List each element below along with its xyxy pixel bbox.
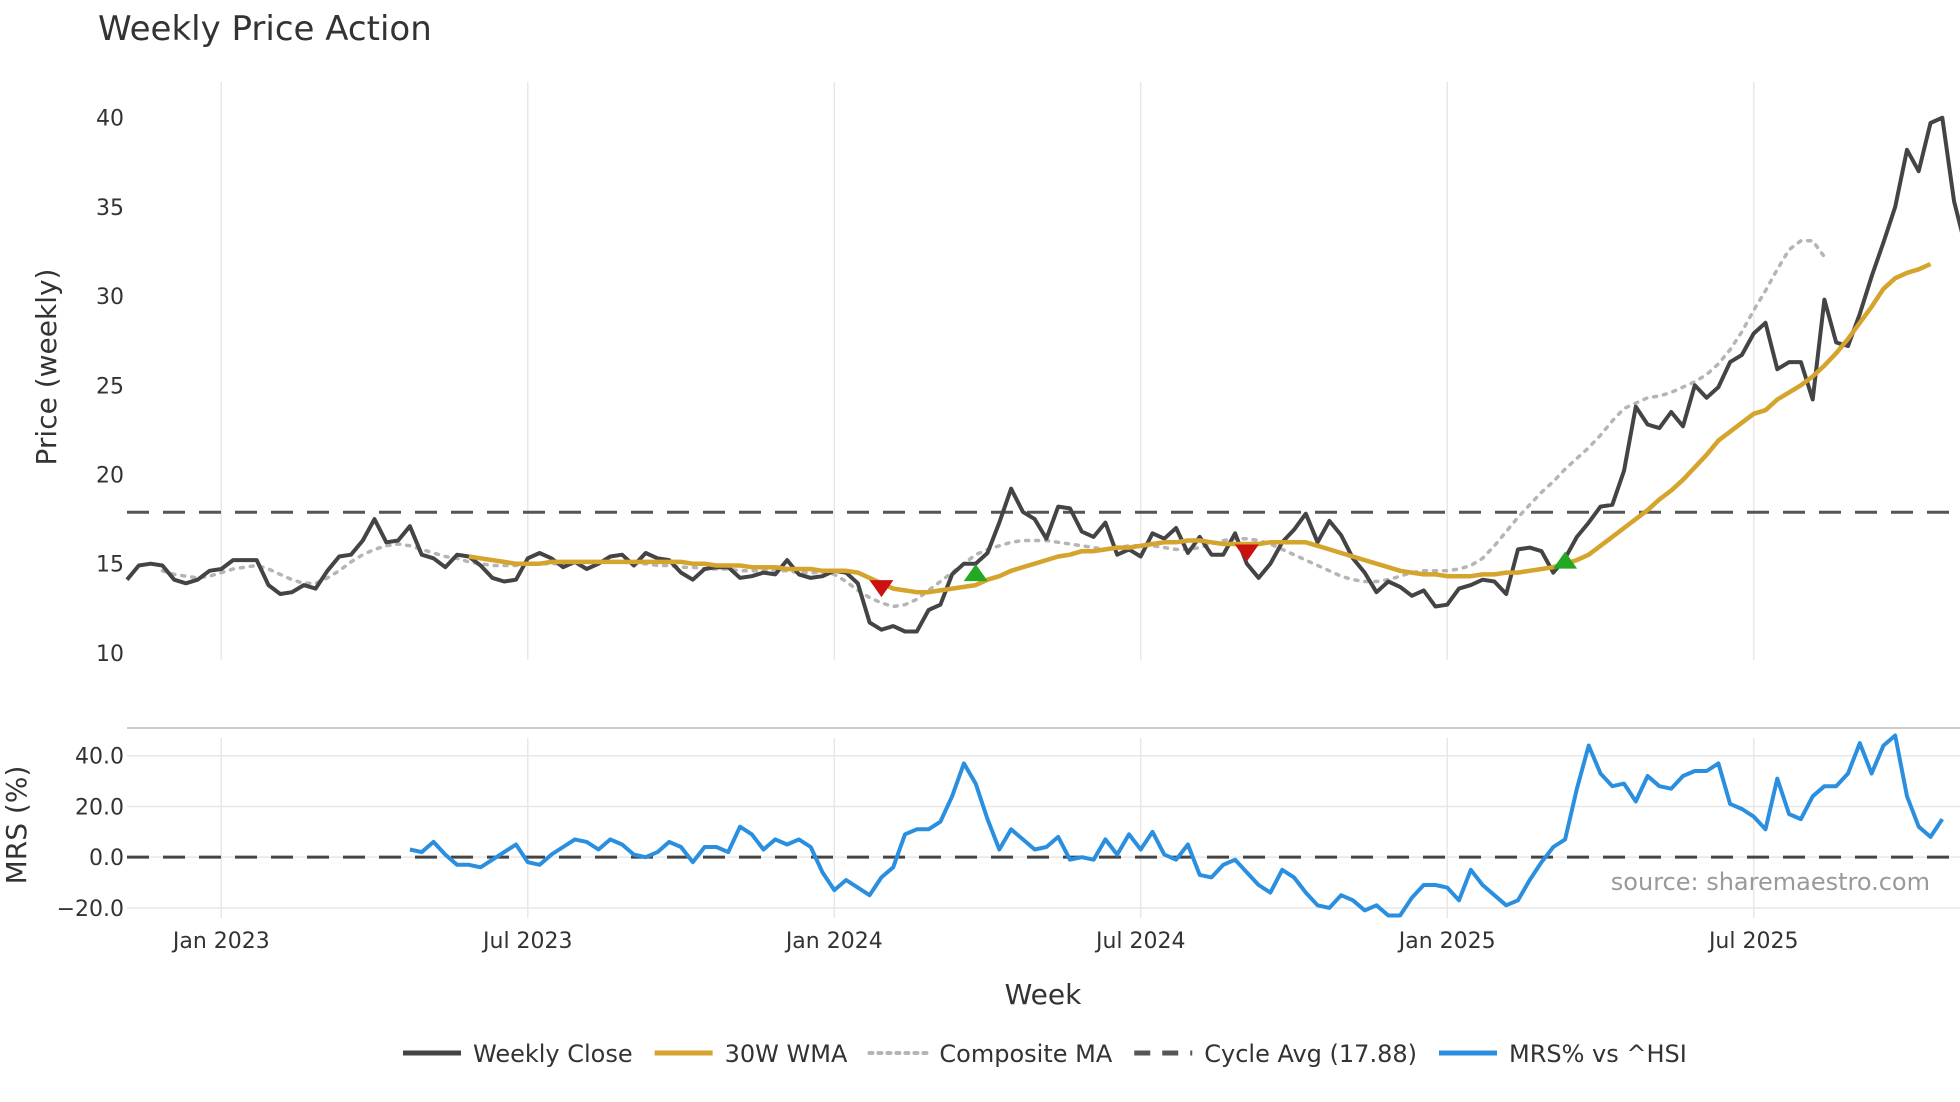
x-tick-label: Jul 2025	[1707, 929, 1799, 954]
mrs-mrs-vs-hsi-line	[409, 733, 1944, 918]
price-y-tick-label: 30	[96, 285, 124, 310]
signal-markers	[869, 544, 1578, 598]
legend-label: Composite MA	[939, 1040, 1112, 1068]
mrs-y-ticks: −20.0 0.0 20.0 40.0	[57, 745, 124, 922]
sell-signal-marker	[869, 580, 894, 598]
mrs-y-tick-label: 40.0	[75, 745, 124, 770]
legend-label: 30W WMA	[725, 1040, 848, 1068]
buy-signal-marker	[1553, 551, 1578, 569]
x-tick-label: Jan 2024	[784, 929, 883, 954]
x-tick-label: Jul 2024	[1094, 929, 1186, 954]
mrs-y-tick-label: 20.0	[75, 795, 124, 820]
price-weekly-close-line	[125, 115, 1960, 634]
mrs-y-tick-label: 0.0	[89, 846, 124, 871]
legend-label: Weekly Close	[473, 1040, 633, 1068]
legend: Weekly Close 30W WMA Composite MA Cycle Avg…	[403, 1040, 1687, 1068]
price-panel: 10 15 20 25 30 35 40 Price (weekly)	[30, 82, 1960, 667]
price-series	[125, 115, 1960, 634]
source-note: source: sharemaestro.com	[1611, 868, 1930, 896]
price-gridlines	[220, 82, 1755, 660]
x-tick-label: Jan 2025	[1397, 929, 1496, 954]
x-axis-ticks: Jan 2023 Jul 2023 Jan 2024 Jul 2024 Jan 2025…	[171, 929, 1799, 954]
legend-label: Cycle Avg (17.88)	[1204, 1040, 1417, 1068]
price-y-tick-label: 35	[96, 196, 124, 221]
price-y-tick-label: 15	[96, 553, 124, 578]
price-30w-wma-line	[468, 261, 1932, 595]
buy-signal-marker	[963, 564, 988, 582]
price-y-tick-label: 40	[96, 107, 124, 132]
price-composite-ma-line	[160, 239, 1827, 609]
chart-title: Weekly Price Action	[98, 9, 432, 49]
mrs-series	[127, 733, 1960, 918]
x-tick-label: Jul 2023	[481, 929, 573, 954]
x-tick-label: Jan 2023	[171, 929, 270, 954]
price-y-tick-label: 10	[96, 642, 124, 667]
sell-signal-marker	[1234, 544, 1259, 562]
price-y-tick-label: 25	[96, 374, 124, 399]
mrs-y-axis-title: MRS (%)	[0, 766, 33, 885]
x-axis-title: Week	[1005, 978, 1082, 1011]
price-y-axis-title: Price (weekly)	[30, 269, 63, 466]
mrs-gridlines	[127, 738, 1960, 918]
price-y-tick-label: 20	[96, 463, 124, 488]
legend-label: MRS% vs ^HSI	[1509, 1040, 1687, 1068]
mrs-y-tick-label: −20.0	[57, 897, 124, 922]
price-y-ticks: 10 15 20 25 30 35 40	[96, 107, 124, 667]
mrs-panel: −20.0 0.0 20.0 40.0 MRS (%) source: sharema…	[0, 733, 1960, 922]
